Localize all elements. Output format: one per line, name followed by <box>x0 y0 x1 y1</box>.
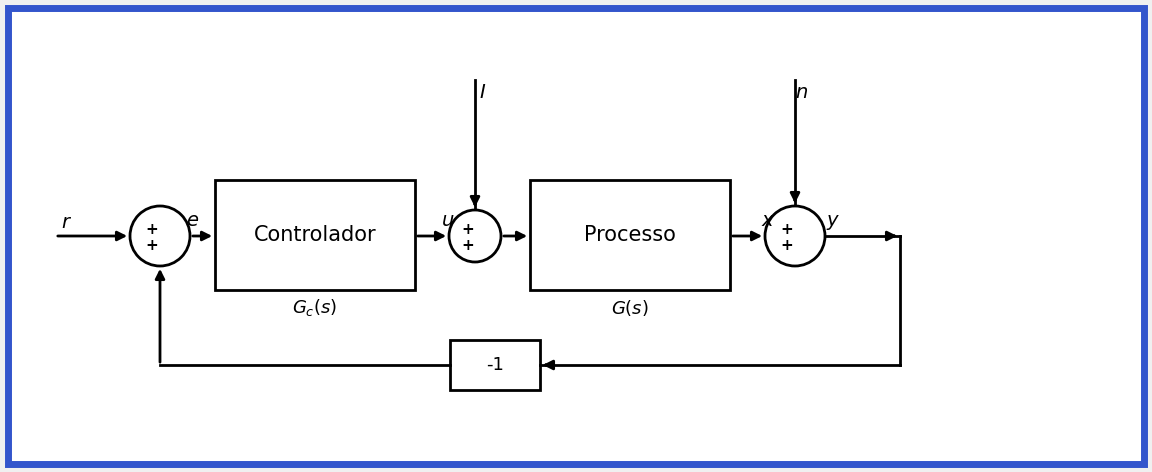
Text: $G(s)$: $G(s)$ <box>611 298 649 318</box>
Text: +: + <box>462 222 475 237</box>
Text: y: y <box>826 211 838 229</box>
Text: -1: -1 <box>486 356 503 374</box>
Text: +: + <box>781 238 794 253</box>
Text: r: r <box>61 212 69 231</box>
Circle shape <box>765 206 825 266</box>
Circle shape <box>449 210 501 262</box>
Text: x: x <box>761 211 773 229</box>
Text: e: e <box>185 211 198 229</box>
Bar <box>215 180 415 290</box>
Bar <box>530 180 730 290</box>
Text: +: + <box>462 237 475 253</box>
Text: Controlador: Controlador <box>253 225 377 245</box>
Circle shape <box>130 206 190 266</box>
Text: $G_c(s)$: $G_c(s)$ <box>293 297 338 319</box>
Text: I: I <box>479 83 485 101</box>
Text: n: n <box>796 83 809 101</box>
Text: Processo: Processo <box>584 225 676 245</box>
Bar <box>450 340 540 390</box>
Text: u: u <box>442 211 454 229</box>
Text: +: + <box>145 238 158 253</box>
Text: +: + <box>145 222 158 237</box>
Text: +: + <box>781 222 794 237</box>
